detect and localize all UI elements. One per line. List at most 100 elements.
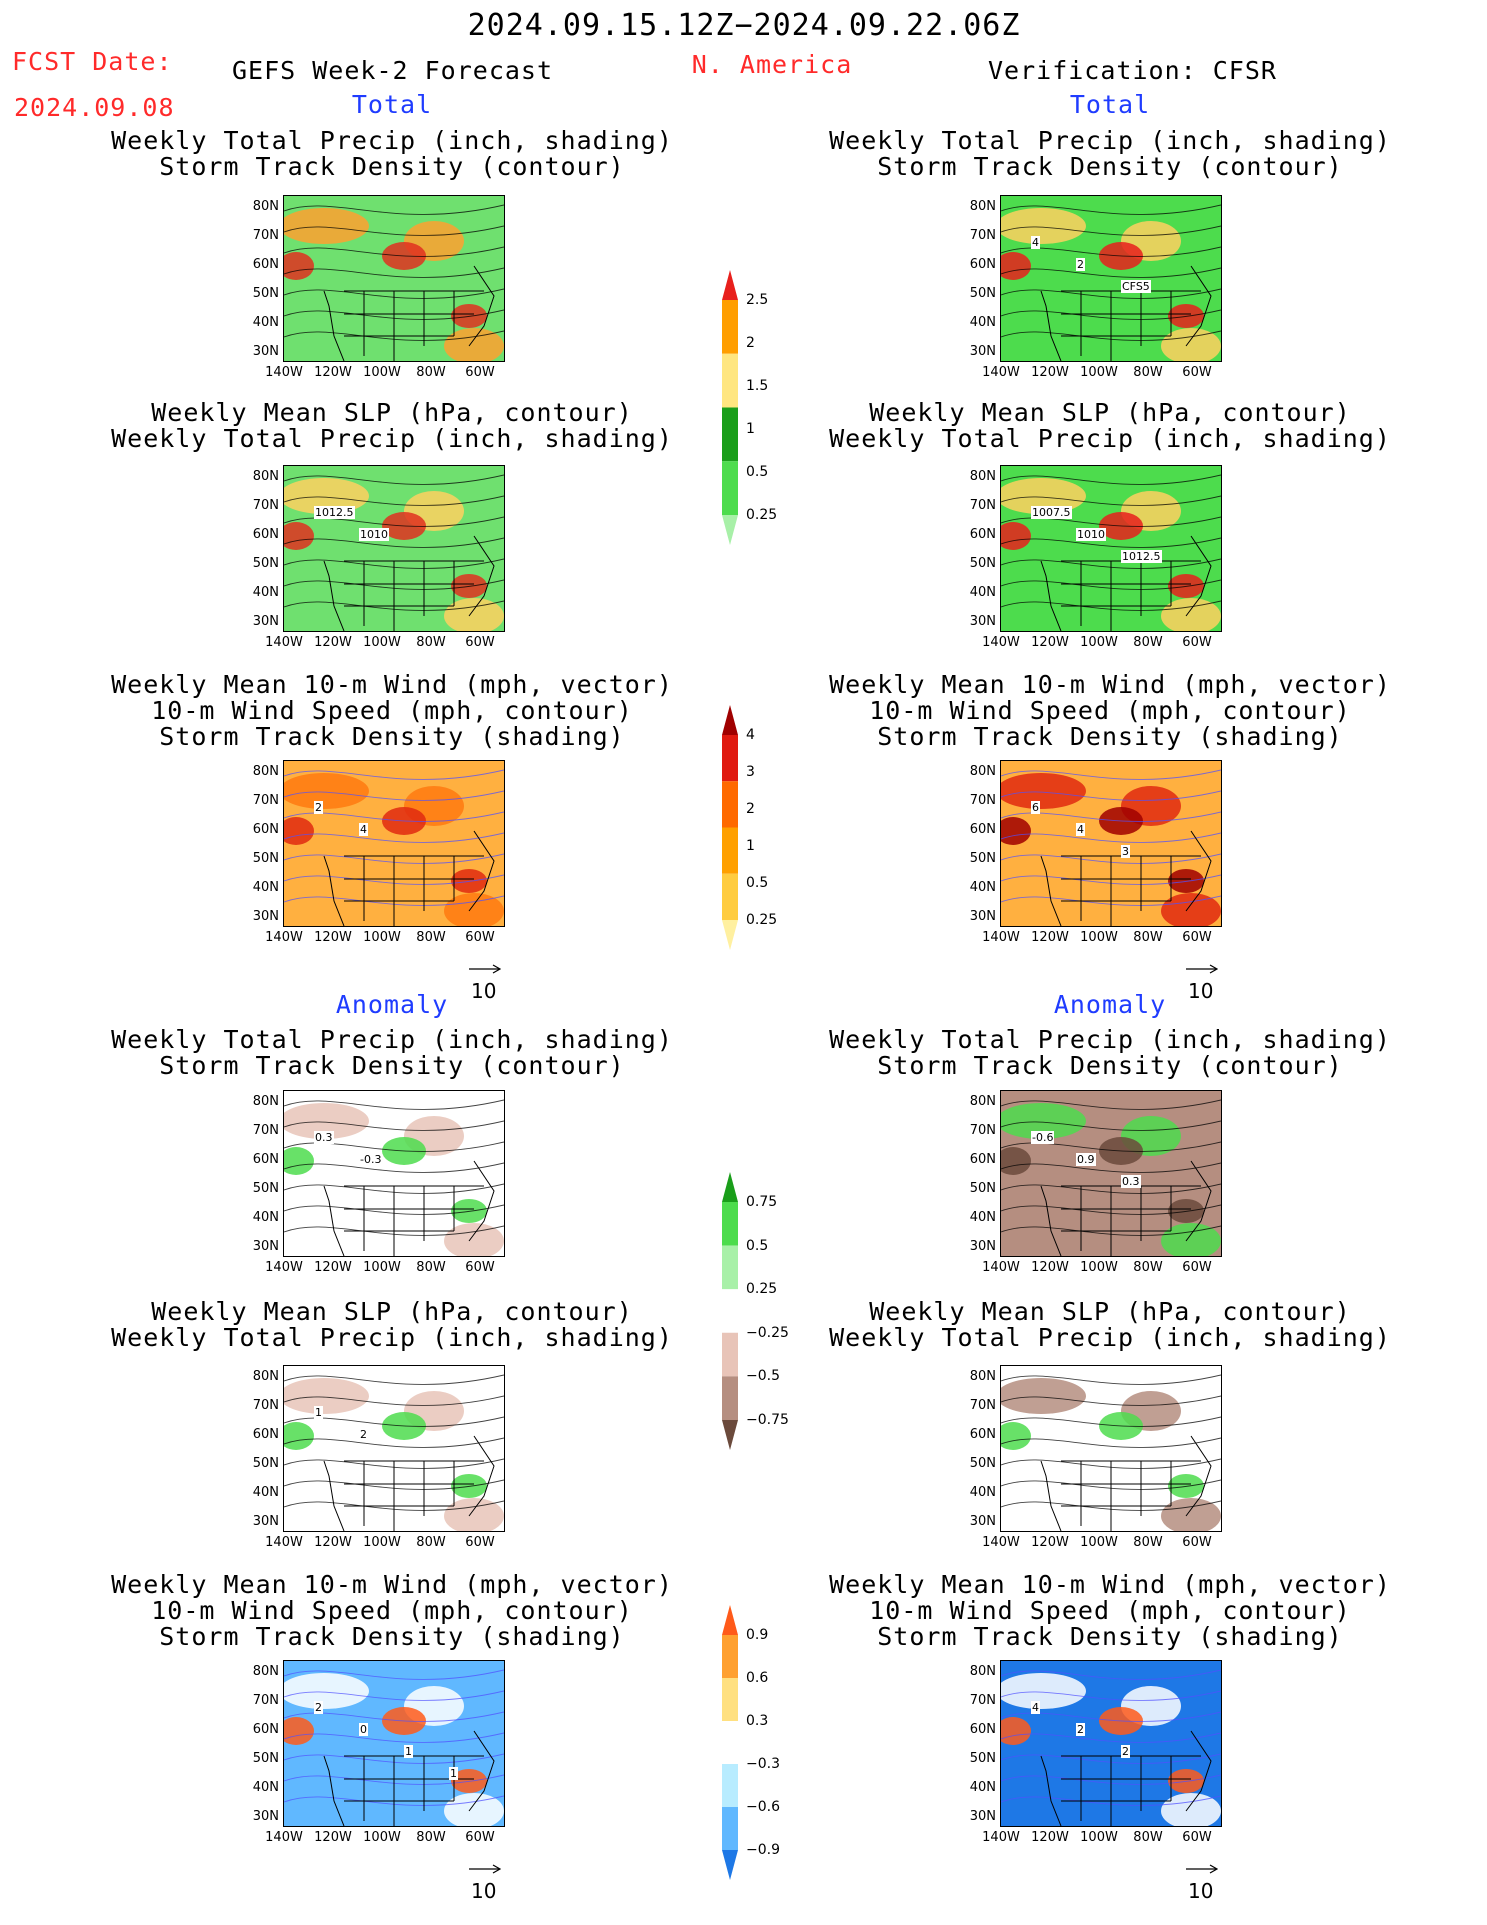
contour-line	[284, 895, 504, 906]
map-field	[1001, 1669, 1221, 1826]
lat-tick-label: 80N	[969, 764, 996, 779]
contour-line	[1001, 1374, 1221, 1385]
colorbar-level-label: 2	[746, 335, 755, 351]
lat-tick-label: 30N	[252, 1514, 279, 1529]
colorbar-swatch	[722, 827, 738, 874]
shading-region	[1001, 1378, 1086, 1414]
lon-tick-label: 140W	[982, 1260, 1020, 1275]
shading-region	[1001, 773, 1086, 809]
contour-label: 0.3	[1121, 1175, 1141, 1188]
contour-line	[1001, 267, 1221, 278]
lat-tick-label: 60N	[969, 1722, 996, 1737]
shading-region	[444, 598, 504, 631]
panel-title-line: Storm Track Density (contour)	[159, 152, 625, 181]
lon-tick-label: 100W	[1080, 1260, 1118, 1275]
colorbar-level-label: 0.5	[746, 1237, 769, 1254]
lat-tick-label: 50N	[969, 1456, 996, 1471]
section-anomaly-left: Anomaly	[335, 990, 449, 1019]
lon-tick-label: 80W	[1133, 635, 1163, 650]
lon-tick-label: 80W	[1133, 1535, 1163, 1550]
reference-arrow-icon	[1186, 1864, 1219, 1874]
lon-tick-label: 100W	[1080, 635, 1118, 650]
lon-tick-label: 80W	[1133, 1830, 1163, 1845]
contour-line	[284, 558, 504, 569]
lat-tick-label: 40N	[969, 1485, 996, 1500]
colorbar-swatch	[722, 1635, 738, 1678]
panel-title-line: Weekly Mean SLP (hPa, contour)	[151, 398, 633, 427]
panel-title-line: Weekly Mean 10-m Wind (mph, vector)	[829, 670, 1391, 699]
contour-line	[284, 1437, 504, 1448]
map-field	[1001, 474, 1221, 631]
lat-tick-label: 30N	[969, 344, 996, 359]
section-total-left: Total	[351, 90, 433, 119]
contour-line	[284, 1225, 504, 1236]
shading-region	[1161, 1498, 1221, 1531]
lat-tick-label: 70N	[969, 498, 996, 513]
shading-region	[444, 1793, 504, 1826]
map-panel-cfsr-anom-slp	[1000, 1365, 1222, 1532]
vector-reference-value: 10	[471, 1879, 497, 1903]
contour-line	[1001, 1120, 1221, 1131]
contour-line	[284, 1204, 504, 1215]
contour-line	[284, 1753, 504, 1764]
shading-region	[1161, 598, 1221, 631]
contour-line	[1001, 1225, 1221, 1236]
shading-region	[1001, 1422, 1031, 1450]
colorbar-swatch	[722, 1605, 738, 1635]
coastline-borders	[323, 1160, 495, 1256]
colorbar-swatch	[722, 407, 738, 462]
contour-label: 1007.5	[1031, 506, 1072, 519]
lon-tick-label: 100W	[363, 1535, 401, 1550]
map-panel-cfsr-total-slp: 1007.5 1010 1012.5	[1000, 465, 1222, 632]
shading-region	[284, 773, 369, 809]
panel-title-line: Weekly Mean 10-m Wind (mph, vector)	[111, 1570, 673, 1599]
colorbar-precip_total	[722, 270, 738, 545]
contour-line	[284, 309, 504, 320]
lat-tick-label: 80N	[969, 1094, 996, 1109]
contour-line	[1001, 474, 1221, 485]
shading-region	[1001, 522, 1031, 550]
panel-title-line: 10-m Wind Speed (mph, contour)	[151, 1596, 633, 1625]
lat-tick-label: 30N	[252, 909, 279, 924]
contour-line	[284, 516, 504, 527]
contour-line	[1001, 1479, 1221, 1490]
lat-tick-label: 70N	[252, 793, 279, 808]
coastline-borders	[323, 535, 495, 631]
lon-tick-label: 120W	[314, 1260, 352, 1275]
lat-tick-label: 40N	[252, 1780, 279, 1795]
contour-label: 4	[1031, 1701, 1040, 1714]
colorbar-swatch	[722, 270, 738, 300]
lon-tick-label: 140W	[265, 1830, 303, 1845]
lon-tick-label: 80W	[416, 635, 446, 650]
contour-line	[1001, 790, 1221, 801]
contour-label: -0.3	[359, 1153, 383, 1166]
colorbar-level-label: 0.25	[746, 507, 778, 523]
colorbar-track_anom	[722, 1605, 738, 1880]
colorbar-swatch	[722, 1376, 738, 1420]
panel-title-line: Storm Track Density (shading)	[159, 1622, 625, 1651]
colorbar-swatch	[722, 353, 738, 408]
panel-title-line: Storm Track Density (shading)	[877, 1622, 1343, 1651]
contour-label: 0	[359, 1723, 368, 1736]
panel-title-line: 10-m Wind Speed (mph, contour)	[869, 696, 1351, 725]
shading-region	[1168, 869, 1204, 893]
contour-line	[284, 1162, 504, 1173]
panel-title-line: Weekly Total Precip (inch, shading)	[111, 1323, 673, 1352]
lat-tick-label: 80N	[252, 199, 279, 214]
lat-tick-label: 80N	[969, 199, 996, 214]
section-anomaly-right: Anomaly	[1053, 990, 1167, 1019]
map-panel-cfsr-total-wind: 6 4 3	[1000, 760, 1222, 927]
contour-line	[284, 1120, 504, 1131]
lat-tick-label: 50N	[252, 1751, 279, 1766]
map-field	[284, 1669, 504, 1826]
contour-line	[1001, 1162, 1221, 1173]
lon-tick-label: 100W	[363, 1830, 401, 1845]
contour-line	[1001, 769, 1221, 780]
shading-region	[284, 522, 314, 550]
contour-line	[284, 1774, 504, 1785]
colorbar-level-label: −0.5	[746, 1368, 780, 1385]
contour-line	[284, 1500, 504, 1511]
contour-line	[284, 1416, 504, 1427]
lat-tick-label: 70N	[969, 1693, 996, 1708]
